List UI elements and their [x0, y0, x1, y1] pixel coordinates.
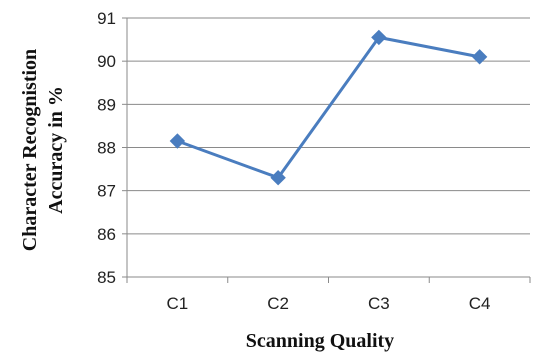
y-tick-label: 89 — [97, 95, 116, 114]
data-point-C4 — [471, 49, 488, 65]
axes — [122, 17, 531, 283]
y-tick-label: 91 — [97, 9, 116, 28]
x-tick-label: C1 — [167, 294, 189, 313]
grid-lines — [127, 17, 530, 235]
x-tick-label: C3 — [368, 294, 390, 313]
y-tick-label: 88 — [97, 139, 116, 158]
y-axis-title-line-1: Character Recognistion — [19, 49, 41, 251]
y-tick-label: 87 — [97, 182, 116, 201]
marker-layer — [169, 29, 488, 186]
x-tick-label: C4 — [469, 294, 491, 313]
y-axis-title-line-2: Accuracy in % — [45, 86, 67, 214]
y-tick-labels: 85 86 87 88 89 90 91 — [97, 9, 116, 287]
y-tick-label: 86 — [97, 225, 116, 244]
x-tick-labels: C1 C2 C3 C4 — [167, 294, 491, 313]
x-axis-title: Scanning Quality — [246, 330, 394, 352]
data-point-C1 — [169, 133, 186, 149]
y-tick-label: 85 — [97, 268, 116, 287]
y-tick-label: 90 — [97, 52, 116, 71]
series-layer — [175, 35, 482, 180]
series-line — [175, 35, 482, 180]
data-point-C2 — [270, 170, 286, 186]
x-tick-label: C2 — [267, 294, 289, 313]
data-point-C3 — [371, 29, 387, 46]
